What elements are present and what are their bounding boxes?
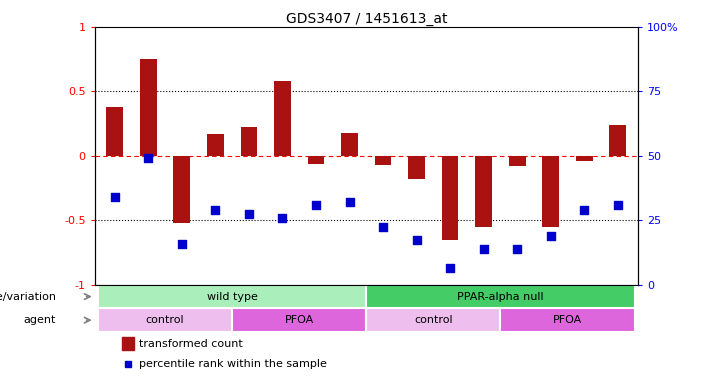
Point [612, 202, 623, 208]
Bar [308, 156, 325, 164]
Bar [543, 156, 559, 227]
Bar [442, 156, 458, 240]
Bar [509, 156, 526, 166]
Point [243, 211, 254, 217]
Bar [501, 308, 634, 332]
Bar [341, 132, 358, 156]
Title: GDS3407 / 1451613_at: GDS3407 / 1451613_at [285, 12, 447, 26]
Point [512, 246, 523, 252]
Point [377, 224, 388, 230]
Point [277, 215, 288, 221]
Text: control: control [146, 315, 184, 325]
Text: PFOA: PFOA [285, 315, 314, 325]
Bar [232, 308, 366, 332]
Point [176, 240, 187, 247]
Point [478, 246, 489, 252]
Text: wild type: wild type [207, 291, 257, 301]
Bar [140, 59, 157, 156]
Text: percentile rank within the sample: percentile rank within the sample [139, 359, 327, 369]
Text: agent: agent [24, 315, 56, 325]
Bar [576, 156, 592, 161]
Bar [240, 127, 257, 156]
Point [311, 202, 322, 208]
Bar [475, 156, 492, 227]
Point [109, 194, 121, 200]
Bar [609, 125, 626, 156]
Point [444, 265, 456, 271]
Point [411, 237, 422, 243]
Point [122, 361, 133, 367]
Point [143, 156, 154, 162]
Bar [98, 308, 232, 332]
Bar [122, 337, 134, 350]
Bar [173, 156, 190, 223]
Bar [408, 156, 425, 179]
Point [578, 207, 590, 213]
Bar [374, 156, 391, 165]
Text: PPAR-alpha null: PPAR-alpha null [457, 291, 544, 301]
Bar [207, 134, 224, 156]
Bar [274, 81, 291, 156]
Bar [366, 308, 501, 332]
Bar [107, 107, 123, 156]
Point [545, 233, 557, 239]
Point [344, 199, 355, 205]
Text: control: control [414, 315, 453, 325]
Point [210, 207, 221, 213]
Text: transformed count: transformed count [139, 339, 243, 349]
Text: genotype/variation: genotype/variation [0, 291, 56, 301]
Text: PFOA: PFOA [553, 315, 582, 325]
Bar [98, 285, 367, 308]
Bar [366, 285, 634, 308]
